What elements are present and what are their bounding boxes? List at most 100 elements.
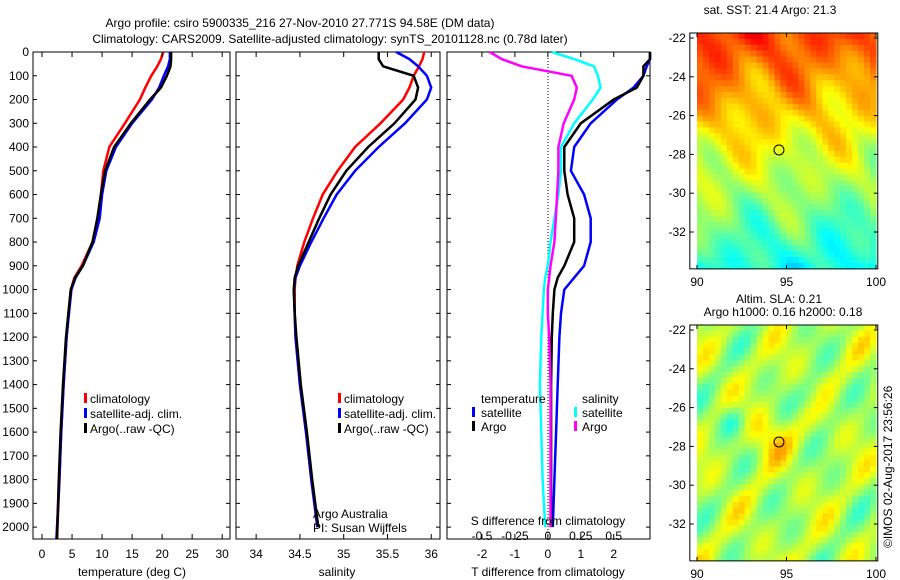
map-cell bbox=[834, 103, 841, 111]
map-cell bbox=[864, 174, 871, 181]
map-cell bbox=[768, 139, 776, 146]
map-cell bbox=[750, 513, 758, 521]
map-cell bbox=[834, 325, 841, 332]
legend-swatch-satellite bbox=[338, 408, 341, 418]
map-cell bbox=[714, 531, 722, 538]
map-cell bbox=[786, 466, 794, 473]
map-cell bbox=[804, 543, 811, 550]
map-cell bbox=[762, 543, 770, 550]
map-cell bbox=[804, 378, 811, 385]
legend-label: satellite bbox=[481, 406, 522, 420]
map-cell bbox=[804, 150, 811, 158]
map-cell bbox=[750, 62, 758, 69]
map-cell bbox=[726, 80, 734, 87]
series-line-t-satellite bbox=[551, 52, 652, 528]
map-cell bbox=[810, 74, 817, 81]
map-cell bbox=[720, 263, 728, 270]
map-cell bbox=[750, 80, 758, 87]
map-cell bbox=[834, 33, 841, 40]
map-cell bbox=[697, 543, 704, 550]
map-cell bbox=[858, 525, 865, 532]
map-cell bbox=[810, 150, 817, 158]
map-cell bbox=[750, 431, 758, 438]
map-cell bbox=[774, 525, 782, 532]
map-cell bbox=[703, 354, 710, 361]
map-cell bbox=[870, 50, 877, 58]
map-cell bbox=[774, 44, 782, 52]
map-cell bbox=[738, 496, 746, 503]
map-cell bbox=[726, 251, 734, 258]
map-cell bbox=[834, 348, 841, 356]
map-cell bbox=[864, 109, 871, 117]
map-cell bbox=[786, 336, 794, 344]
map-cell bbox=[858, 156, 865, 164]
map-cell bbox=[804, 263, 811, 270]
map-cell bbox=[870, 543, 877, 550]
map-cell bbox=[870, 68, 877, 75]
map-cell bbox=[786, 384, 794, 391]
map-cell bbox=[792, 401, 800, 409]
map-cell bbox=[756, 325, 764, 332]
map-cell bbox=[697, 531, 704, 538]
map-cell bbox=[780, 263, 788, 270]
map-cell bbox=[762, 156, 770, 164]
map-cell bbox=[840, 395, 847, 403]
map-cell bbox=[852, 407, 859, 415]
map-frame bbox=[689, 324, 879, 562]
map-cell bbox=[780, 92, 788, 99]
map-cell bbox=[720, 150, 728, 158]
map-cell bbox=[804, 180, 811, 187]
map-cell bbox=[720, 490, 728, 497]
map-cell bbox=[774, 233, 782, 240]
map-cell bbox=[822, 68, 829, 75]
map-cell bbox=[858, 50, 865, 58]
map-cell bbox=[846, 431, 853, 438]
map-cell bbox=[762, 227, 770, 235]
map-cell bbox=[732, 115, 740, 123]
map-cell bbox=[786, 513, 794, 521]
map-cell bbox=[756, 215, 764, 223]
map-cell bbox=[780, 501, 788, 509]
map-cell bbox=[762, 221, 770, 229]
map-cell bbox=[738, 38, 746, 46]
map-cell bbox=[828, 38, 835, 46]
map-cell bbox=[750, 549, 758, 556]
y-tick-label: 1600 bbox=[2, 425, 29, 439]
y-tick-label: 200 bbox=[9, 93, 29, 107]
map-cell bbox=[703, 56, 710, 64]
map-cell bbox=[864, 221, 871, 229]
y-tick-label: -32 bbox=[668, 225, 686, 239]
map-cell bbox=[720, 537, 728, 544]
map-cell bbox=[810, 97, 817, 105]
map-cell bbox=[762, 97, 770, 105]
map-cell bbox=[720, 50, 728, 58]
map-cell bbox=[840, 127, 847, 134]
map-cell bbox=[786, 507, 794, 515]
map-cell bbox=[828, 360, 835, 367]
map-cell bbox=[816, 442, 823, 450]
map-cell bbox=[804, 56, 811, 64]
map-cell bbox=[786, 198, 794, 205]
map-cell bbox=[852, 460, 859, 468]
map-cell bbox=[816, 92, 823, 99]
map-cell bbox=[744, 209, 752, 217]
map-cell bbox=[870, 227, 877, 235]
map-cell bbox=[780, 227, 788, 235]
map-cell bbox=[804, 109, 811, 117]
map-cell bbox=[780, 330, 788, 338]
map-cell bbox=[828, 62, 835, 69]
map-cell bbox=[780, 80, 788, 87]
map-cell bbox=[852, 372, 859, 379]
map-cell bbox=[738, 68, 746, 75]
map-cell bbox=[804, 431, 811, 438]
map-cell bbox=[768, 44, 776, 52]
map-cell bbox=[774, 62, 782, 69]
map-cell bbox=[756, 354, 764, 361]
map-cell bbox=[864, 133, 871, 140]
map-cell bbox=[768, 348, 776, 356]
map-cell bbox=[768, 525, 776, 532]
map-cell bbox=[744, 354, 752, 361]
map-cell bbox=[750, 192, 758, 199]
map-cell bbox=[810, 239, 817, 246]
map-cell bbox=[828, 115, 835, 123]
